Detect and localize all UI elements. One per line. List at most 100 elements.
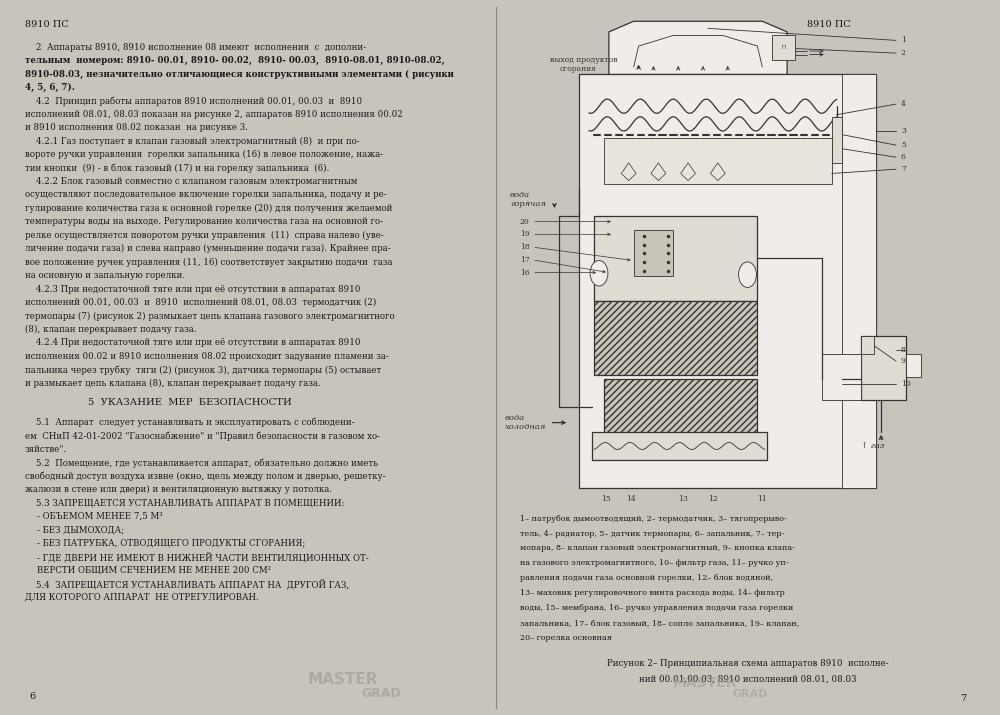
Text: вороте ручки управления  горелки запальника (16) в левое положение, нажа-: вороте ручки управления горелки запальни… — [25, 150, 383, 159]
Text: - ОБЪЕМОМ МЕНЕЕ 7,5 М³: - ОБЪЕМОМ МЕНЕЕ 7,5 М³ — [37, 512, 162, 521]
Text: 5: 5 — [901, 141, 906, 149]
Bar — [604, 379, 757, 435]
Text: осуществляют последовательное включение горелки запальника, подачу и ре-: осуществляют последовательное включение … — [25, 190, 386, 199]
Text: 5.3 ЗАПРЕЩАЕТСЯ УСТАНАВЛИВАТЬ АППАРАТ В ПОМЕЩЕНИИ:: 5.3 ЗАПРЕЩАЕТСЯ УСТАНАВЛИВАТЬ АППАРАТ В … — [25, 498, 344, 508]
Text: и размыкает цепь клапана (8), клапан перекрывает подачу газа.: и размыкает цепь клапана (8), клапан пер… — [25, 379, 320, 388]
Bar — [832, 117, 842, 163]
Bar — [592, 432, 767, 460]
Text: 14: 14 — [626, 495, 636, 503]
Text: выход продуктов: выход продуктов — [550, 56, 617, 64]
Text: П: П — [781, 45, 785, 50]
Text: 8910-08.03, незначительно отличающиеся конструктивными элементами ( рисунки: 8910-08.03, незначительно отличающиеся к… — [25, 69, 453, 79]
Text: 1– патрубок дымоотводящий, 2– термодатчик, 3– тягопрерыво-: 1– патрубок дымоотводящий, 2– термодатчи… — [520, 515, 787, 523]
Text: 13– маховик регулировочного винта расхода воды, 14– фильтр: 13– маховик регулировочного винта расход… — [520, 589, 785, 597]
Text: GRAD: GRAD — [733, 689, 768, 699]
Text: ВЕРСТИ ОБЩИМ СЕЧЕНИЕМ НЕ МЕНЕЕ 200 СМ²: ВЕРСТИ ОБЩИМ СЕЧЕНИЕМ НЕ МЕНЕЕ 200 СМ² — [37, 566, 271, 575]
Text: свободный доступ воздуха извне (окно, щель между полом и дверью, решетку-: свободный доступ воздуха извне (окно, ще… — [25, 471, 385, 481]
Circle shape — [590, 260, 608, 286]
Text: - ГДЕ ДВЕРИ НЕ ИМЕЮТ В НИЖНЕЙ ЧАСТИ ВЕНТИЛЯЦИОННЫХ ОТ-: - ГДЕ ДВЕРИ НЕ ИМЕЮТ В НИЖНЕЙ ЧАСТИ ВЕНТ… — [37, 552, 368, 563]
Text: на газового электромагнитного, 10– фильтр газа, 11– ручко уп-: на газового электромагнитного, 10– фильт… — [520, 559, 788, 567]
Text: MASTER: MASTER — [673, 676, 738, 690]
Text: (8), клапан перекрывает подачу газа.: (8), клапан перекрывает подачу газа. — [25, 325, 196, 334]
Text: холодная: холодная — [505, 423, 546, 431]
Text: пальника через трубку  тяги (2) (рисунок 3), датчика термопары (5) остывает: пальника через трубку тяги (2) (рисунок … — [25, 365, 381, 375]
Bar — [822, 354, 861, 400]
Bar — [604, 138, 832, 184]
Bar — [861, 336, 906, 400]
Text: - БЕЗ ПАТРУБКА, ОТВОДЯЩЕГО ПРОДУКТЫ СГОРАНИЯ;: - БЕЗ ПАТРУБКА, ОТВОДЯЩЕГО ПРОДУКТЫ СГОР… — [37, 538, 305, 548]
Text: 7: 7 — [960, 694, 967, 703]
Text: 10: 10 — [901, 380, 911, 388]
Text: 4.2.2 Блок газовый совместно с клапаном газовым электромагнитным: 4.2.2 Блок газовый совместно с клапаном … — [25, 177, 357, 186]
Bar — [772, 36, 795, 60]
Text: вода: вода — [505, 414, 525, 422]
Text: 8910 ПС: 8910 ПС — [807, 20, 851, 29]
Text: зяйстве".: зяйстве". — [25, 445, 67, 453]
Text: тель, 4– радиатор, 5– датчик термопары, 6– запальник, 7– тер-: тель, 4– радиатор, 5– датчик термопары, … — [520, 530, 784, 538]
Text: 7: 7 — [901, 165, 906, 173]
Text: ДЛЯ КОТОРОГО АППАРАТ  НЕ ОТРЕГУЛИРОВАН.: ДЛЯ КОТОРОГО АППАРАТ НЕ ОТРЕГУЛИРОВАН. — [25, 593, 258, 601]
Text: - БЕЗ ДЫМОХОДА;: - БЕЗ ДЫМОХОДА; — [37, 526, 124, 534]
Text: гулирование количества газа к основной горелке (20) для получения желаемой: гулирование количества газа к основной г… — [25, 204, 392, 213]
Text: 3: 3 — [901, 127, 906, 135]
Bar — [634, 230, 673, 276]
Text: температуры воды на выходе. Регулирование количества газа на основной го-: температуры воды на выходе. Регулировани… — [25, 217, 383, 227]
Text: 5.4  ЗАПРЕЩАЕТСЯ УСТАНАВЛИВАТЬ АППАРАТ НА  ДРУГОЙ ГАЗ,: 5.4 ЗАПРЕЩАЕТСЯ УСТАНАВЛИВАТЬ АППАРАТ НА… — [25, 579, 349, 590]
Bar — [594, 301, 757, 375]
Text: 8910 ПС: 8910 ПС — [25, 20, 68, 29]
Text: 12: 12 — [708, 495, 718, 503]
Text: запальника, 17– блок газовый, 18– сопло запальника, 19– клапан,: запальника, 17– блок газовый, 18– сопло … — [520, 618, 799, 626]
Bar — [861, 336, 874, 354]
Text: 2: 2 — [901, 49, 906, 57]
Text: 5.1  Аппарат  следует устанавливать и эксплуатировать с соблюдени-: 5.1 Аппарат следует устанавливать и эксп… — [25, 418, 354, 427]
Text: 18: 18 — [520, 243, 530, 251]
Bar — [842, 74, 876, 488]
Text: 5  УКАЗАНИЕ  МЕР  БЕЗОПАСНОСТИ: 5 УКАЗАНИЕ МЕР БЕЗОПАСНОСТИ — [88, 398, 292, 407]
Text: вода: вода — [510, 191, 530, 199]
Circle shape — [739, 262, 756, 287]
Text: 4.2  Принцип работы аппаратов 8910 исполнений 00.01, 00.03  и  8910: 4.2 Принцип работы аппаратов 8910 исполн… — [25, 97, 362, 106]
Text: 9: 9 — [901, 357, 906, 365]
Text: равления подачи газа основной горелки, 12– блок водяной,: равления подачи газа основной горелки, 1… — [520, 574, 773, 582]
Text: воды, 15– мембрана, 16– ручко управления подачи газа горелки: воды, 15– мембрана, 16– ручко управления… — [520, 604, 793, 612]
Text: 2  Аппараты 8910, 8910 исполнение 08 имеют  исполнения  с  дополни-: 2 Аппараты 8910, 8910 исполнение 08 имею… — [25, 42, 366, 51]
Text: 16: 16 — [520, 269, 530, 277]
Text: 17: 17 — [520, 256, 530, 264]
Text: сгорания: сгорания — [559, 65, 596, 74]
Text: вое положение ручек управления (11, 16) соответствует закрытию подачи  газа: вое положение ручек управления (11, 16) … — [25, 257, 392, 267]
Text: ↑ газ: ↑ газ — [861, 442, 885, 450]
Text: 4.2.4 При недостаточной тяге или при её отсутствии в аппаратах 8910: 4.2.4 При недостаточной тяге или при её … — [25, 338, 360, 347]
Text: GRAD: GRAD — [361, 686, 401, 700]
Text: личение подачи газа) и слева направо (уменьшение подачи газа). Крайнее пра-: личение подачи газа) и слева направо (ум… — [25, 245, 390, 253]
Polygon shape — [609, 21, 787, 74]
Text: 13: 13 — [678, 495, 688, 503]
Text: мопара, 8– клапан газовый электромагнитный, 9– кнопка клапа-: мопара, 8– клапан газовый электромагнитн… — [520, 544, 795, 553]
Text: жалюзи в стене или двери) и вентиляционную вытяжку у потолка.: жалюзи в стене или двери) и вентиляционн… — [25, 485, 332, 494]
Text: 19: 19 — [520, 230, 530, 238]
Text: 20: 20 — [520, 217, 530, 226]
Text: 8: 8 — [901, 347, 906, 355]
Text: 15: 15 — [602, 495, 611, 503]
Text: 4.2.1 Газ поступает в клапан газовый электромагнитный (8)  и при по-: 4.2.1 Газ поступает в клапан газовый эле… — [25, 137, 359, 146]
Bar — [594, 216, 757, 301]
Text: на основную и запальную горелки.: на основную и запальную горелки. — [25, 271, 185, 280]
Text: 4: 4 — [901, 100, 906, 108]
Text: ем  СНиП 42-01-2002 "Газоснабжение" и "Правил безопасности в газовом хо-: ем СНиП 42-01-2002 "Газоснабжение" и "Пр… — [25, 431, 380, 440]
Text: горячая: горячая — [510, 200, 546, 208]
Text: 6: 6 — [901, 153, 906, 161]
Text: Рисунок 2– Принципиальная схема аппаратов 8910  исполне-: Рисунок 2– Принципиальная схема аппарато… — [607, 659, 888, 668]
Text: 4, 5, 6, 7).: 4, 5, 6, 7). — [25, 83, 74, 92]
Text: ний 00.01,00.03, 8910 исполнений 08.01, 08.03: ний 00.01,00.03, 8910 исполнений 08.01, … — [639, 675, 856, 684]
Text: исполнений 00.01, 00.03  и  8910  исполнений 08.01, 08.03  термодатчик (2): исполнений 00.01, 00.03 и 8910 исполнени… — [25, 298, 376, 307]
Text: 20– горелка основная: 20– горелка основная — [520, 633, 612, 641]
Text: термопары (7) (рисунок 2) размыкает цепь клапана газового электромагнитного: термопары (7) (рисунок 2) размыкает цепь… — [25, 312, 394, 320]
Bar — [579, 74, 876, 488]
Text: релке осуществляется поворотом ручки управления  (11)  справа налево (уве-: релке осуществляется поворотом ручки упр… — [25, 231, 383, 240]
Text: 4.2.3 При недостаточной тяге или при её отсутствии в аппаратах 8910: 4.2.3 При недостаточной тяге или при её … — [25, 285, 360, 294]
Bar — [906, 354, 921, 378]
Text: исполнения 00.02 и 8910 исполнения 08.02 происходит задувание пламени за-: исполнения 00.02 и 8910 исполнения 08.02… — [25, 352, 388, 361]
Text: 6: 6 — [29, 691, 36, 701]
Text: тии кнопки  (9) - в блок газовый (17) и на горелку запальника  (6).: тии кнопки (9) - в блок газовый (17) и н… — [25, 164, 329, 173]
Text: и 8910 исполнения 08.02 показан  на рисунке 3.: и 8910 исполнения 08.02 показан на рисун… — [25, 123, 247, 132]
Text: MASTER: MASTER — [308, 673, 378, 688]
